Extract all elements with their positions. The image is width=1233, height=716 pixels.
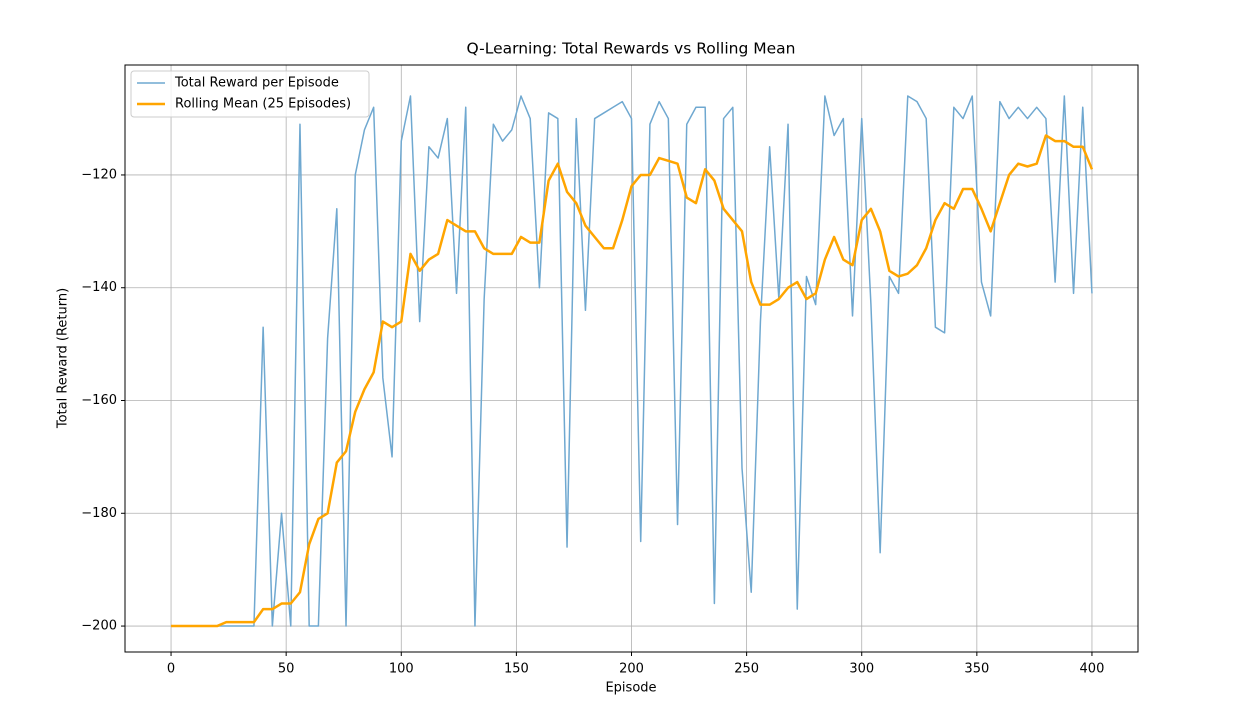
x-axis-label: Episode: [605, 681, 656, 696]
y-tick-label: −120: [81, 167, 117, 182]
x-tick-label: 400: [1080, 662, 1105, 677]
x-tick-label: 300: [849, 662, 874, 677]
y-axis-label: Total Reward (Return): [56, 288, 71, 429]
y-tick-label: −160: [81, 393, 117, 408]
x-tick-label: 50: [278, 662, 295, 677]
plot-frame: [124, 64, 1139, 653]
chart-title: Q-Learning: Total Rewards vs Rolling Mea…: [467, 40, 796, 58]
y-tick-label: −140: [81, 280, 117, 295]
series-line: [171, 134, 1094, 628]
x-tick-label: 200: [619, 662, 644, 677]
x-tick-label: 150: [504, 662, 529, 677]
x-tick-label: 350: [964, 662, 989, 677]
y-tick-label: −180: [81, 506, 117, 521]
legend-label: Rolling Mean (25 Episodes): [175, 97, 351, 112]
legend: Total Reward per Episode Rolling Mean (25…: [130, 70, 370, 118]
series-line: [171, 95, 1093, 627]
legend-box: [130, 70, 370, 118]
y-tick-label: −200: [81, 619, 117, 634]
legend-label: Total Reward per Episode: [174, 76, 339, 91]
x-tick-label: 250: [734, 662, 759, 677]
x-tick-label: 0: [167, 662, 175, 677]
x-tick-label: 100: [389, 662, 414, 677]
